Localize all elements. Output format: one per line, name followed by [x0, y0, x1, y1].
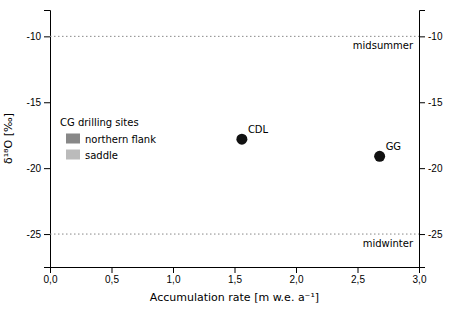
marks	[50, 36, 419, 234]
y-axis-line	[44, 11, 51, 268]
y2-tick: -15	[419, 97, 443, 108]
y-tick-mark	[44, 102, 50, 103]
reference-line	[50, 234, 419, 235]
x-tick-mark	[358, 267, 359, 273]
y-tick: -20	[27, 163, 50, 174]
y-tick-label: -10	[27, 31, 42, 42]
y-tick: -15	[27, 97, 50, 108]
legend-title: CG drilling sites	[60, 117, 139, 128]
y-tick-label: -15	[27, 97, 42, 108]
x-tick-label: 2,0	[290, 274, 304, 285]
point	[236, 134, 247, 145]
y2-tick-label: -20	[428, 163, 443, 174]
x-tick: 0,0	[44, 267, 58, 285]
y2-tick-mark	[419, 102, 425, 103]
annotations: midsummer midwinter CDL GG	[248, 40, 414, 249]
x-tick: 1,0	[167, 267, 181, 285]
y2-axis: -25 -20 -15 -10	[419, 11, 443, 268]
y-tick-label: -25	[27, 229, 42, 240]
x-tick-label: 1,0	[167, 274, 181, 285]
x-axis: 0,0 0,5 1,0 1,5 2,0 2,5 3,0	[44, 267, 427, 285]
x-tick: 2,0	[290, 267, 304, 285]
point	[374, 151, 385, 162]
y2-tick-mark	[419, 36, 425, 37]
legend-entry: northern flank	[66, 134, 156, 145]
y2-tick: -20	[419, 163, 443, 174]
reference-line	[50, 36, 419, 37]
y-tick-mark	[44, 234, 50, 235]
x-tick-label: 0,0	[44, 274, 58, 285]
x-axis-line	[51, 268, 420, 274]
y2-tick-mark	[419, 168, 425, 169]
x-tick-label: 1,5	[228, 274, 242, 285]
y-tick: -10	[27, 31, 50, 42]
y2-tick-label: -15	[428, 97, 443, 108]
x-tick-label: 2,5	[351, 274, 365, 285]
y2-tick-label: -10	[428, 31, 443, 42]
x-tick: 1,5	[228, 267, 242, 285]
legend: CG drilling sites northern flank saddle	[60, 117, 156, 161]
x-tick: 2,5	[351, 267, 365, 285]
y-tick: -25	[27, 229, 50, 240]
y2-axis-line	[420, 11, 426, 268]
x-tick: 0,5	[105, 267, 119, 285]
legend-swatch	[66, 150, 80, 160]
x-tick-mark	[235, 267, 236, 273]
x-axis-title: Accumulation rate [m w.e. a⁻¹]	[150, 291, 319, 304]
y-axis-title: δ¹⁸O [‰]	[2, 113, 15, 164]
y-tick-mark	[44, 168, 50, 169]
point-label: CDL	[248, 124, 269, 135]
point-label: GG	[386, 141, 402, 152]
x-tick-label: 0,5	[105, 274, 119, 285]
x-tick-mark	[112, 267, 113, 273]
chart-svg: 0,00,51,01,52,02,53,0-25-20-15-10-25-20-…	[0, 0, 455, 309]
x-tick: 3,0	[413, 267, 427, 285]
x-tick-label: 3,0	[413, 274, 427, 285]
x-tick-mark	[296, 267, 297, 273]
y2-tick-label: -25	[428, 229, 443, 240]
legend-entry: saddle	[66, 150, 118, 161]
y-tick-mark	[44, 36, 50, 37]
y2-tick-mark	[419, 234, 425, 235]
plot-area: 0,00,51,01,52,02,53,0-25-20-15-10-25-20-…	[2, 11, 443, 305]
y2-tick: -10	[419, 31, 443, 42]
reference-line-label: midsummer	[353, 40, 414, 51]
y-axis: -25 -20 -15 -10	[27, 11, 51, 268]
legend-label: saddle	[85, 150, 118, 161]
y2-tick: -25	[419, 229, 443, 240]
x-tick-mark	[173, 267, 174, 273]
y-tick-label: -20	[27, 163, 42, 174]
reference-line-label: midwinter	[363, 238, 414, 249]
legend-label: northern flank	[85, 134, 156, 145]
legend-swatch	[66, 134, 80, 144]
